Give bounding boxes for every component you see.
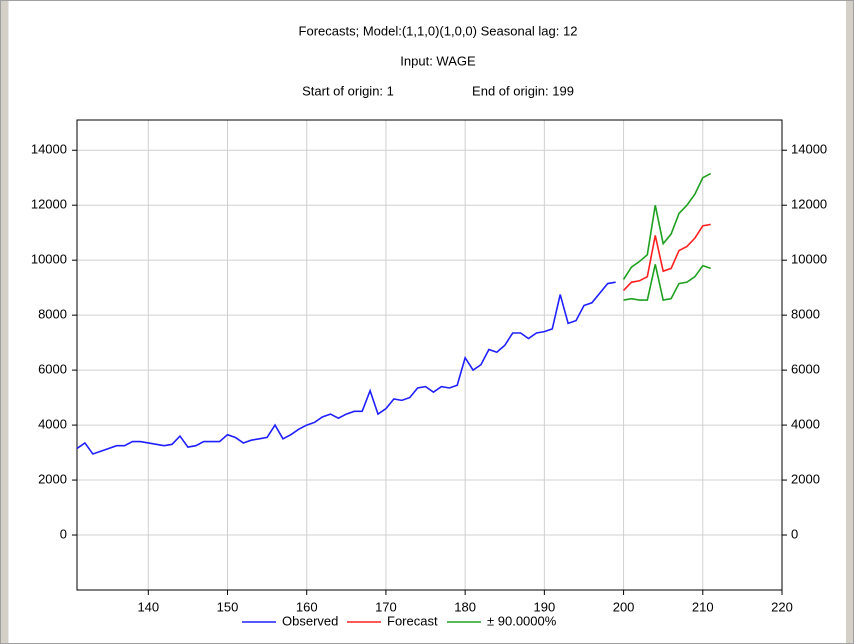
x-tick-label: 160 [296, 599, 318, 614]
x-tick-label: 190 [534, 599, 556, 614]
y2-tick-label: 4000 [791, 417, 820, 432]
y2-tick-label: 12000 [791, 197, 827, 212]
y2-tick-label: 14000 [791, 142, 827, 157]
y2-tick-label: 2000 [791, 471, 820, 486]
window-edge [846, 0, 854, 644]
series-line [76, 281, 616, 455]
y2-tick-label: 10000 [791, 252, 827, 267]
series-line [622, 223, 711, 291]
y-tick-label: 12000 [31, 197, 67, 212]
legend-label: ± 90.0000% [487, 613, 557, 628]
x-tick-label: 150 [217, 599, 239, 614]
y-tick-label: 10000 [31, 252, 67, 267]
y2-tick-label: 6000 [791, 362, 820, 377]
band-upper [622, 172, 712, 280]
window-edge [0, 0, 9, 644]
y-tick-label: 4000 [38, 417, 67, 432]
plot-border [76, 119, 783, 591]
x-tick-label: 210 [692, 599, 714, 614]
y-tick-label: 0 [60, 526, 67, 541]
legend-label: Forecast [387, 613, 438, 628]
y-tick-label: 6000 [38, 362, 67, 377]
y2-tick-label: 0 [791, 526, 798, 541]
chart-subtitle: Input: WAGE [400, 53, 476, 68]
x-tick-label: 200 [613, 599, 635, 614]
plot-area [77, 120, 782, 590]
legend-label: Observed [282, 613, 338, 628]
x-tick-label: 220 [771, 599, 793, 614]
band-lower [623, 264, 711, 301]
x-tick-label: 140 [137, 599, 159, 614]
chart-title: Forecasts; Model:(1,1,0)(1,0,0) Seasonal… [299, 23, 578, 38]
y-tick-label: 8000 [38, 307, 67, 322]
x-tick-label: 170 [375, 599, 397, 614]
annotation: End of origin: 199 [472, 83, 574, 98]
y-tick-label: 14000 [31, 142, 67, 157]
y-tick-label: 2000 [38, 471, 67, 486]
y2-tick-label: 8000 [791, 307, 820, 322]
x-tick-label: 180 [454, 599, 476, 614]
annotation: Start of origin: 1 [302, 83, 394, 98]
